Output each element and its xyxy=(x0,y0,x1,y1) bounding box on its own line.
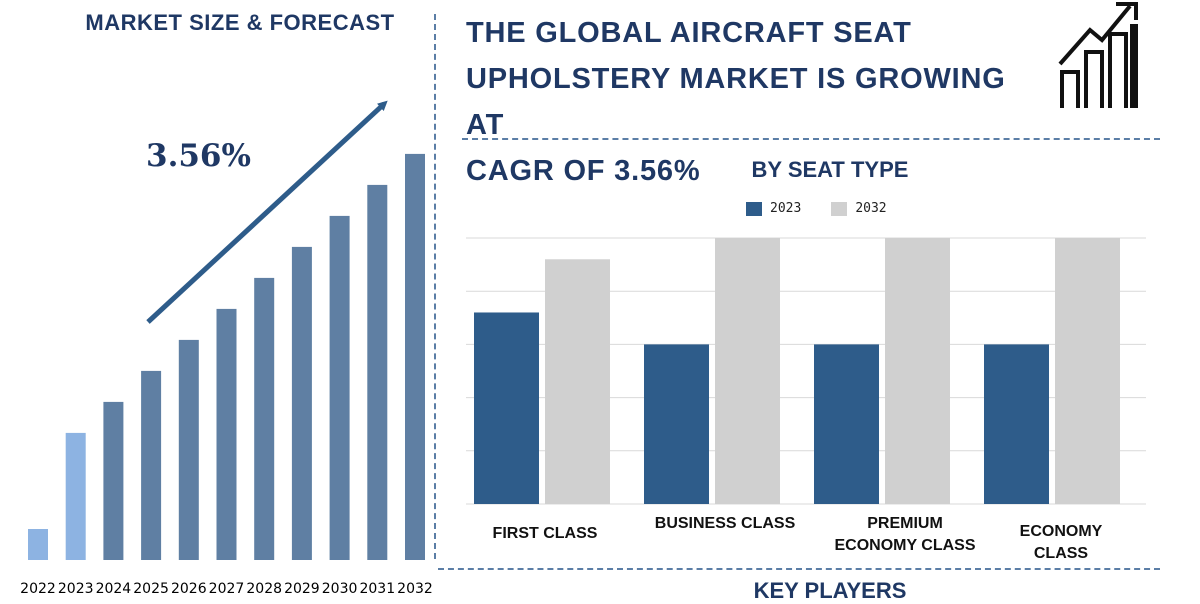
category-label-business-class-line-1: BUSINESS CLASS xyxy=(654,515,796,532)
forecast-bar-2022 xyxy=(28,529,48,560)
category-label-premium-economy: PREMIUM ECONOMY CLASS xyxy=(820,513,990,557)
forecast-bar-2029 xyxy=(291,246,312,560)
category-label-first-class-line-1: FIRST CLASS xyxy=(492,525,598,542)
year-label-2029: 2029 xyxy=(284,581,320,597)
forecast-bar-2027 xyxy=(216,308,237,560)
category-label-economy-class-line-2: CLASS xyxy=(1033,545,1089,562)
category-label-first-class: FIRST CLASS xyxy=(470,523,620,545)
forecast-bar-2023 xyxy=(65,432,86,560)
category-label-premium-economy-line-1: PREMIUM xyxy=(867,515,943,532)
market-size-title: MARKET SIZE & FORECAST xyxy=(85,10,395,35)
growth-arrow xyxy=(146,100,388,324)
forecast-bar-2032 xyxy=(405,153,425,560)
seat-bar-2032-0 xyxy=(545,259,610,504)
key-players-title: KEY PLAYERS xyxy=(753,578,907,603)
forecast-bar-chart: 2022 2023 2024 2025 2026 2027 2028 2029 2030 2031… xyxy=(20,100,433,597)
year-label-2028: 2028 xyxy=(246,581,282,597)
category-label-economy-class: ECONOMY CLASS xyxy=(986,521,1136,565)
growth-chart-icon xyxy=(1058,2,1138,108)
category-label-business-class: BUSINESS CLASS xyxy=(650,513,800,535)
legend-swatch-2032 xyxy=(831,201,848,216)
year-label-2027: 2027 xyxy=(209,581,245,597)
year-label-2032: 2032 xyxy=(397,581,433,597)
seat-bar-2032-3 xyxy=(1055,238,1120,504)
forecast-bar-2024 xyxy=(103,401,124,560)
year-label-2025: 2025 xyxy=(133,581,169,597)
seat-bar-2023-3 xyxy=(984,344,1049,504)
forecast-bar-2031 xyxy=(367,184,388,560)
seat-bar-2023-0 xyxy=(474,312,539,504)
category-label-economy-class-line-1: ECONOMY xyxy=(1019,523,1103,540)
category-label-premium-economy-line-2: ECONOMY CLASS xyxy=(834,537,976,554)
legend: 2023 2032 xyxy=(746,201,887,216)
legend-swatch-2023 xyxy=(746,201,762,216)
headline-line-2: UPHOLSTERY MARKET IS GROWING AT xyxy=(466,63,1006,141)
legend-label-2023: 2023 xyxy=(770,201,802,216)
legend-label-2032: 2032 xyxy=(855,201,887,216)
year-label-2031: 2031 xyxy=(359,581,395,597)
seat-bar-2032-2 xyxy=(885,238,950,504)
headline-line-1: THE GLOBAL AIRCRAFT SEAT xyxy=(466,17,912,49)
forecast-bar-2025 xyxy=(141,370,162,560)
seat-bar-2023-1 xyxy=(644,344,709,504)
year-label-2023: 2023 xyxy=(58,581,94,597)
horizontal-divider-top xyxy=(462,138,1160,140)
forecast-bar-2026 xyxy=(178,339,199,560)
seat-type-title: BY SEAT TYPE xyxy=(751,157,909,182)
cagr-annotation: 3.56% xyxy=(146,138,251,174)
headline-line-3: CAGR OF 3.56% xyxy=(466,155,701,187)
vertical-divider xyxy=(434,14,436,559)
headline: THE GLOBAL AIRCRAFT SEAT UPHOLSTERY MARK… xyxy=(466,10,1026,194)
year-label-2024: 2024 xyxy=(96,581,132,597)
seat-bar-2023-2 xyxy=(814,344,879,504)
forecast-bar-2028 xyxy=(254,277,275,560)
year-label-2026: 2026 xyxy=(171,581,207,597)
seat-bar-2032-1 xyxy=(715,238,780,504)
horizontal-divider-bottom xyxy=(438,568,1160,570)
forecast-bar-2030 xyxy=(329,215,350,560)
year-label-2022: 2022 xyxy=(20,581,56,597)
year-label-2030: 2030 xyxy=(322,581,358,597)
